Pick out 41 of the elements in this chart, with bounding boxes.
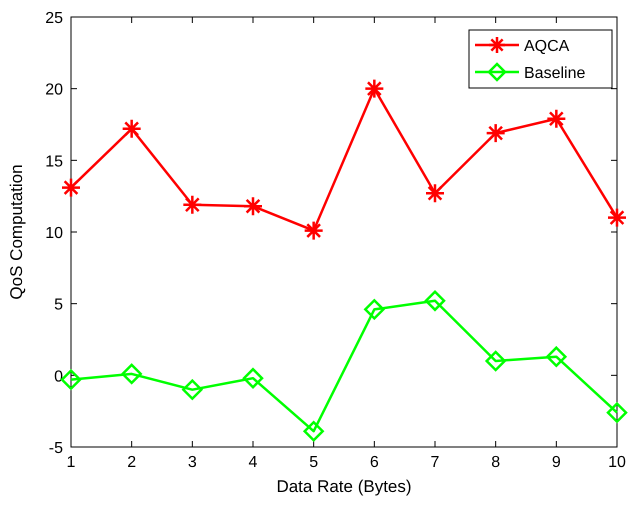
point <box>303 220 324 241</box>
x-tick-label: 1 <box>66 454 76 471</box>
point <box>606 402 628 423</box>
y-tick-label: 15 <box>45 153 64 170</box>
point <box>364 299 385 320</box>
y-tick-label: 5 <box>54 296 64 314</box>
x-tick-label: 6 <box>370 454 379 471</box>
point <box>364 78 385 99</box>
point <box>182 379 203 400</box>
y-tick-label: 10 <box>45 225 64 242</box>
point <box>60 177 82 198</box>
point <box>546 108 567 130</box>
point <box>424 183 446 204</box>
y-tick-label: 20 <box>45 82 64 99</box>
x-tick-label: 8 <box>491 454 500 471</box>
x-axis-title: Data Rate (Bytes) <box>276 477 412 496</box>
point <box>182 194 203 216</box>
x-tick-label: 10 <box>608 454 626 471</box>
point <box>424 290 446 312</box>
y-axis-title: QoS Computation <box>7 164 26 300</box>
y-tick-label: 25 <box>45 10 64 27</box>
point <box>60 369 82 390</box>
point <box>121 364 142 384</box>
point <box>485 122 506 144</box>
point <box>242 196 264 216</box>
x-tick-label: 7 <box>430 454 440 471</box>
point <box>303 420 324 442</box>
x-tick-label: 4 <box>248 454 258 471</box>
point <box>242 368 264 388</box>
x-tick-label: 9 <box>552 454 561 471</box>
x-tick-label: 2 <box>127 454 136 471</box>
x-tick-label: 3 <box>188 454 197 471</box>
y-tick-label: -5 <box>48 440 64 457</box>
y-tick-label: 0 <box>54 368 64 386</box>
x-tick-label: 5 <box>309 454 318 471</box>
point <box>121 118 142 140</box>
point <box>546 346 567 367</box>
legend-label: Baseline <box>524 65 586 82</box>
legend-label: AQCA <box>524 38 570 55</box>
point <box>485 350 506 372</box>
point <box>606 207 628 228</box>
